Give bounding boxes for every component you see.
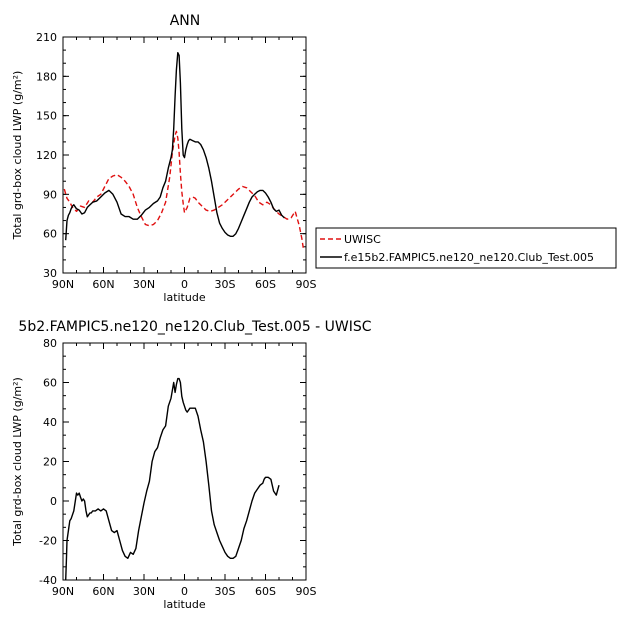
y-tick-label: 120 bbox=[36, 149, 57, 162]
plot-frame bbox=[62, 342, 307, 581]
y-tick-label: 180 bbox=[36, 70, 57, 83]
y-axis-label: Total grd-box cloud LWP (g/m²) bbox=[11, 71, 24, 241]
chart-title: ANN bbox=[170, 13, 201, 29]
x-axis-label: latitude bbox=[163, 598, 205, 611]
x-tick-label: 60N bbox=[92, 278, 114, 291]
y-tick-label: 80 bbox=[43, 337, 57, 350]
x-tick-label: 30N bbox=[133, 585, 155, 598]
series-line-1 bbox=[65, 377, 280, 581]
y-tick-label: 0 bbox=[50, 495, 57, 508]
x-tick-label: 30N bbox=[133, 278, 155, 291]
y-tick-label: 150 bbox=[36, 110, 57, 123]
legend-entry: f.e15b2.FAMPIC5.ne120_ne120.Club_Test.00… bbox=[344, 251, 594, 264]
x-tick-label: 90N bbox=[52, 278, 74, 291]
x-tick-label: 60N bbox=[92, 585, 114, 598]
y-tick-label: -40 bbox=[39, 574, 57, 587]
x-tick-label: 90N bbox=[52, 585, 74, 598]
x-tick-label: 0 bbox=[181, 278, 188, 291]
x-tick-label: 60S bbox=[255, 585, 276, 598]
y-tick-label: 20 bbox=[43, 456, 57, 469]
legend: UWISC f.e15b2.FAMPIC5.ne120_ne120.Club_Te… bbox=[315, 227, 617, 269]
legend-box bbox=[315, 227, 617, 269]
chart-panel-1: ANN 90N 60N 30N 0 30S 60S 90S 30 60 90 120 150 180 210… bbox=[11, 13, 617, 304]
y-tick-label: 60 bbox=[43, 228, 57, 241]
y-tick-label: -20 bbox=[39, 535, 57, 548]
series-line-f-e15b2-fampic5-ne120-ne120-club-test-005 bbox=[65, 52, 285, 241]
y-tick-label: 30 bbox=[43, 267, 57, 280]
chart-title: 5b2.FAMPIC5.ne120_ne120.Club_Test.005 - … bbox=[18, 319, 371, 335]
y-tick-label: 60 bbox=[43, 377, 57, 390]
x-tick-label: 90S bbox=[296, 585, 317, 598]
x-tick-label: 0 bbox=[181, 585, 188, 598]
x-tick-label: 60S bbox=[255, 278, 276, 291]
x-tick-label: 30S bbox=[215, 585, 236, 598]
y-tick-label: 40 bbox=[43, 416, 57, 429]
x-tick-label: 90S bbox=[296, 278, 317, 291]
y-tick-label: 90 bbox=[43, 188, 57, 201]
x-axis-label: latitude bbox=[163, 291, 205, 304]
chart-panel-2: 5b2.FAMPIC5.ne120_ne120.Club_Test.005 - … bbox=[11, 319, 372, 611]
x-tick-label: 30S bbox=[215, 278, 236, 291]
y-axis-label: Total grd-box cloud LWP (g/m²) bbox=[11, 377, 24, 547]
legend-entry: UWISC bbox=[344, 233, 381, 246]
y-tick-label: 210 bbox=[36, 31, 57, 44]
series-line-uwisc bbox=[63, 130, 304, 249]
